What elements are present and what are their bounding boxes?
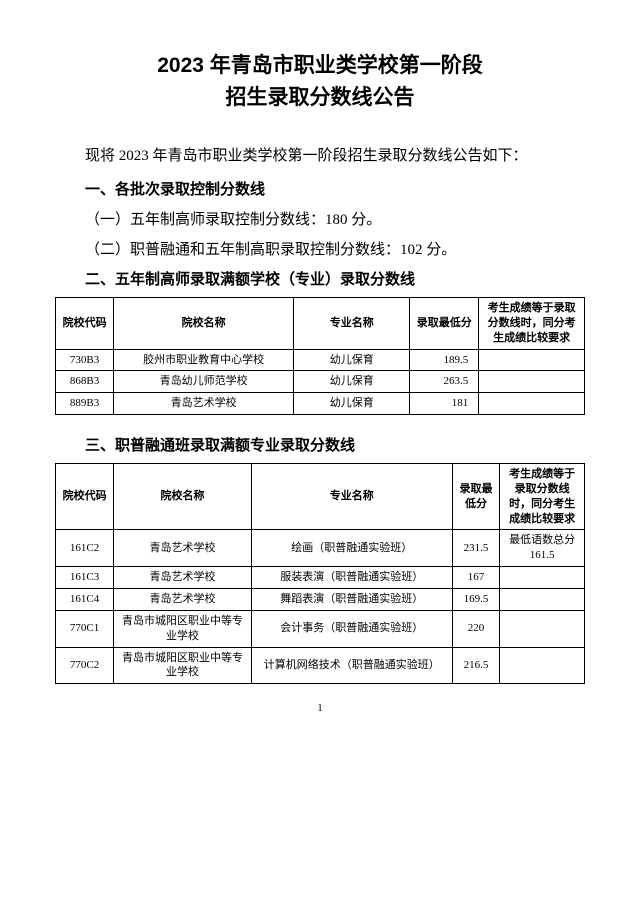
cell-score: 189.5 (410, 349, 479, 371)
cell-major: 幼儿保育 (294, 371, 410, 393)
th-major: 专业名称 (251, 464, 452, 530)
table-row: 770C1 青岛市城阳区职业中等专业学校 会计事务（职普融通实验班） 220 (56, 610, 585, 647)
cell-major: 幼儿保育 (294, 349, 410, 371)
cell-school: 青岛市城阳区职业中等专业学校 (114, 647, 252, 684)
cell-code: 868B3 (56, 371, 114, 393)
cell-major: 会计事务（职普融通实验班） (251, 610, 452, 647)
th-major: 专业名称 (294, 298, 410, 350)
cell-code: 730B3 (56, 349, 114, 371)
cell-note: 最低语数总分161.5 (500, 530, 585, 567)
table-row: 161C4 青岛艺术学校 舞蹈表演（职普融通实验班） 169.5 (56, 588, 585, 610)
cell-major: 绘画（职普融通实验班） (251, 530, 452, 567)
cell-major: 服装表演（职普融通实验班） (251, 567, 452, 589)
th-score: 录取最低分 (452, 464, 500, 530)
cell-note (500, 647, 585, 684)
cell-note (479, 393, 585, 415)
table-1: 院校代码 院校名称 专业名称 录取最低分 考生成绩等于录取分数线时，同分考生成绩… (55, 297, 585, 415)
cell-score: 169.5 (452, 588, 500, 610)
table-row: 161C2 青岛艺术学校 绘画（职普融通实验班） 231.5 最低语数总分161… (56, 530, 585, 567)
cell-note (500, 610, 585, 647)
cell-note (500, 588, 585, 610)
th-note: 考生成绩等于录取分数线时，同分考生成绩比较要求 (479, 298, 585, 350)
th-note: 考生成绩等于录取分数线时，同分考生成绩比较要求 (500, 464, 585, 530)
table-row: 院校代码 院校名称 专业名称 录取最低分 考生成绩等于录取分数线时，同分考生成绩… (56, 298, 585, 350)
table-row: 院校代码 院校名称 专业名称 录取最低分 考生成绩等于录取分数线时，同分考生成绩… (56, 464, 585, 530)
intro-paragraph: 现将 2023 年青岛市职业类学校第一阶段招生录取分数线公告如下： (55, 141, 585, 171)
cell-code: 889B3 (56, 393, 114, 415)
cell-score: 181 (410, 393, 479, 415)
document-title: 2023 年青岛市职业类学校第一阶段 招生录取分数线公告 (55, 50, 585, 113)
cell-score: 167 (452, 567, 500, 589)
th-school: 院校名称 (114, 464, 252, 530)
section-2-heading: 二、五年制高师录取满额学校（专业）录取分数线 (55, 265, 585, 295)
cell-score: 220 (452, 610, 500, 647)
cell-note (479, 371, 585, 393)
table-row: 889B3 青岛艺术学校 幼儿保育 181 (56, 393, 585, 415)
section-1-heading: 一、各批次录取控制分数线 (55, 175, 585, 205)
cell-code: 770C2 (56, 647, 114, 684)
title-line-1: 2023 年青岛市职业类学校第一阶段 (157, 54, 483, 77)
cell-code: 770C1 (56, 610, 114, 647)
cell-note (500, 567, 585, 589)
th-code: 院校代码 (56, 298, 114, 350)
section-1-item-2: （二）职普融通和五年制高职录取控制分数线：102 分。 (55, 235, 585, 265)
table-row: 868B3 青岛幼儿师范学校 幼儿保育 263.5 (56, 371, 585, 393)
document-page: 2023 年青岛市职业类学校第一阶段 招生录取分数线公告 现将 2023 年青岛… (0, 0, 640, 734)
th-code: 院校代码 (56, 464, 114, 530)
cell-school: 青岛幼儿师范学校 (114, 371, 294, 393)
cell-major: 幼儿保育 (294, 393, 410, 415)
section-1-item-1: （一）五年制高师录取控制分数线：180 分。 (55, 205, 585, 235)
title-line-2: 招生录取分数线公告 (226, 86, 415, 109)
table-row: 161C3 青岛艺术学校 服装表演（职普融通实验班） 167 (56, 567, 585, 589)
th-score: 录取最低分 (410, 298, 479, 350)
table-row: 770C2 青岛市城阳区职业中等专业学校 计算机网络技术（职普融通实验班） 21… (56, 647, 585, 684)
cell-code: 161C2 (56, 530, 114, 567)
cell-major: 计算机网络技术（职普融通实验班） (251, 647, 452, 684)
cell-score: 263.5 (410, 371, 479, 393)
page-number: 1 (55, 702, 585, 714)
th-school: 院校名称 (114, 298, 294, 350)
section-3-heading: 三、职普融通班录取满额专业录取分数线 (55, 431, 585, 461)
cell-school: 青岛艺术学校 (114, 393, 294, 415)
cell-note (479, 349, 585, 371)
table-2: 院校代码 院校名称 专业名称 录取最低分 考生成绩等于录取分数线时，同分考生成绩… (55, 463, 585, 684)
cell-school: 青岛艺术学校 (114, 567, 252, 589)
cell-school: 青岛艺术学校 (114, 530, 252, 567)
table-row: 730B3 胶州市职业教育中心学校 幼儿保育 189.5 (56, 349, 585, 371)
cell-school: 胶州市职业教育中心学校 (114, 349, 294, 371)
cell-score: 231.5 (452, 530, 500, 567)
cell-code: 161C4 (56, 588, 114, 610)
cell-school: 青岛艺术学校 (114, 588, 252, 610)
cell-score: 216.5 (452, 647, 500, 684)
cell-major: 舞蹈表演（职普融通实验班） (251, 588, 452, 610)
cell-code: 161C3 (56, 567, 114, 589)
cell-school: 青岛市城阳区职业中等专业学校 (114, 610, 252, 647)
